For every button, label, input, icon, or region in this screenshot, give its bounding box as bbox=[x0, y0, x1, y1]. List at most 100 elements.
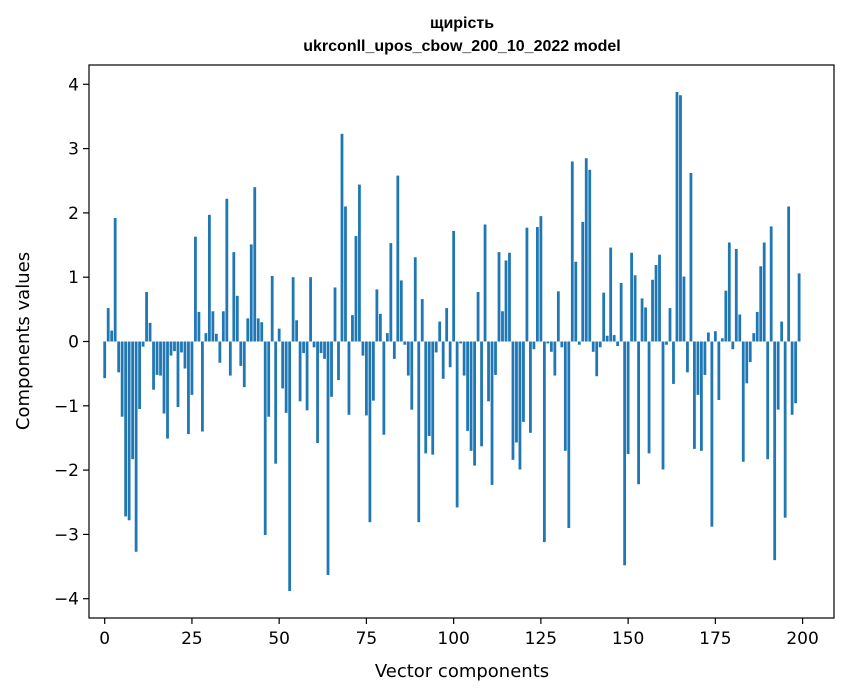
bar-47 bbox=[267, 341, 271, 417]
bar-110 bbox=[487, 341, 490, 402]
bar-36 bbox=[228, 341, 232, 376]
bar-54 bbox=[291, 277, 295, 342]
bar-193 bbox=[776, 341, 780, 410]
bar-44 bbox=[256, 318, 260, 342]
bar-165 bbox=[679, 95, 682, 342]
bar-159 bbox=[658, 254, 661, 342]
bar-89 bbox=[413, 257, 417, 342]
bar-71 bbox=[351, 315, 354, 342]
bar-199 bbox=[797, 273, 801, 342]
bar-149 bbox=[623, 341, 627, 566]
y-tick-label: 1 bbox=[68, 268, 79, 288]
bar-68 bbox=[340, 133, 344, 342]
bar-128 bbox=[549, 341, 553, 352]
bar-49 bbox=[274, 341, 278, 464]
bar-58 bbox=[305, 341, 309, 411]
bar-141 bbox=[595, 341, 599, 377]
bar-171 bbox=[700, 341, 703, 451]
bar-85 bbox=[399, 280, 403, 342]
bar-8 bbox=[131, 341, 135, 460]
bar-191 bbox=[769, 226, 773, 342]
bar-133 bbox=[567, 341, 571, 528]
bar-177 bbox=[720, 338, 724, 342]
bar-69 bbox=[344, 206, 347, 342]
bar-123 bbox=[532, 341, 536, 350]
bar-34 bbox=[221, 311, 225, 342]
bar-157 bbox=[651, 279, 654, 342]
y-axis-label: Components values bbox=[13, 252, 34, 430]
bar-106 bbox=[473, 341, 476, 466]
x-tick-label: 0 bbox=[99, 629, 110, 649]
bar-131 bbox=[560, 341, 564, 348]
bar-37 bbox=[232, 252, 236, 342]
bar-121 bbox=[525, 227, 529, 342]
bar-74 bbox=[361, 341, 365, 356]
bar-2 bbox=[110, 330, 114, 342]
y-tick-label: 4 bbox=[68, 75, 79, 95]
x-axis-label: Vector components bbox=[375, 661, 549, 682]
y-tick-label: 0 bbox=[68, 333, 79, 353]
bar-99 bbox=[448, 341, 452, 368]
bar-163 bbox=[672, 341, 675, 384]
x-tick-label: 200 bbox=[786, 629, 818, 649]
bar-28 bbox=[201, 341, 204, 432]
bar-139 bbox=[588, 169, 592, 342]
bar-6 bbox=[124, 341, 128, 517]
bar-197 bbox=[790, 341, 794, 415]
bar-24 bbox=[187, 341, 190, 435]
bar-3 bbox=[113, 218, 117, 342]
bar-130 bbox=[556, 291, 560, 342]
bar-56 bbox=[298, 341, 302, 402]
bar-27 bbox=[197, 311, 201, 342]
chart-title-line1: щирість bbox=[430, 15, 494, 32]
y-tick-label: −3 bbox=[54, 525, 79, 545]
bar-107 bbox=[476, 291, 480, 342]
bar-146 bbox=[612, 335, 616, 342]
bar-183 bbox=[741, 341, 745, 462]
bar-179 bbox=[727, 242, 731, 342]
y-tick-label: −2 bbox=[54, 461, 79, 481]
bar-150 bbox=[626, 341, 630, 455]
bar-87 bbox=[406, 341, 410, 376]
bar-86 bbox=[403, 341, 407, 345]
bar-134 bbox=[570, 161, 574, 342]
bar-160 bbox=[661, 341, 665, 470]
bar-122 bbox=[529, 341, 532, 433]
bar-124 bbox=[536, 227, 539, 342]
bar-119 bbox=[518, 341, 522, 470]
bar-43 bbox=[253, 187, 257, 342]
bar-70 bbox=[347, 341, 351, 415]
bar-22 bbox=[180, 341, 183, 353]
bar-158 bbox=[654, 264, 658, 342]
bar-66 bbox=[333, 287, 337, 342]
bar-104 bbox=[466, 341, 470, 431]
bar-26 bbox=[194, 236, 197, 342]
bar-170 bbox=[696, 341, 700, 395]
bar-72 bbox=[354, 236, 358, 342]
bar-181 bbox=[734, 248, 738, 342]
x-tick-label: 125 bbox=[525, 629, 557, 649]
bar-164 bbox=[675, 92, 679, 342]
bar-115 bbox=[504, 260, 508, 342]
bar-190 bbox=[766, 341, 770, 460]
bar-94 bbox=[431, 341, 435, 455]
bar-100 bbox=[452, 230, 456, 342]
bar-167 bbox=[686, 341, 689, 373]
bar-29 bbox=[204, 333, 208, 342]
bar-59 bbox=[309, 277, 312, 342]
x-tick-label: 175 bbox=[699, 629, 731, 649]
bar-152 bbox=[633, 275, 637, 342]
bar-186 bbox=[752, 333, 756, 342]
bar-63 bbox=[323, 341, 326, 359]
bar-51 bbox=[281, 341, 285, 389]
bar-182 bbox=[738, 314, 742, 342]
bar-147 bbox=[616, 341, 620, 347]
bar-168 bbox=[689, 173, 693, 342]
bar-41 bbox=[246, 318, 250, 342]
bar-78 bbox=[375, 289, 379, 342]
bar-162 bbox=[668, 308, 672, 342]
bar-166 bbox=[682, 276, 686, 342]
bar-188 bbox=[759, 266, 763, 342]
bar-5 bbox=[120, 341, 124, 417]
bar-138 bbox=[584, 158, 588, 342]
